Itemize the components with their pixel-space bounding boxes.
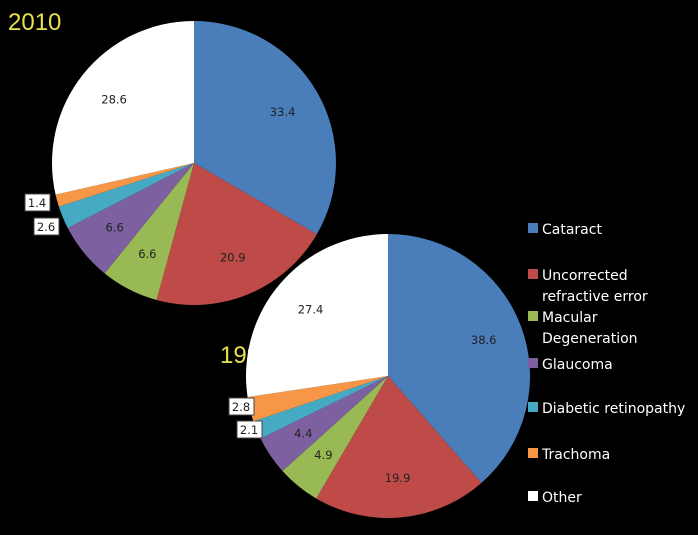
legend-label: Diabetic retinopathy — [542, 401, 685, 417]
data-label: 38.6 — [471, 333, 497, 347]
legend-item: Other — [528, 490, 582, 506]
legend: Cataract Uncorrected refractive error Macul… — [528, 222, 685, 506]
pie-slice — [67, 163, 194, 274]
data-label: 2.8 — [232, 400, 250, 414]
data-label: 4.4 — [294, 426, 312, 440]
pie-slice — [156, 163, 317, 305]
pie-slice — [247, 376, 388, 422]
legend-label: Uncorrected — [542, 268, 628, 284]
legend-swatch — [528, 448, 538, 458]
pie-slice — [55, 163, 194, 207]
data-label: 28.6 — [101, 92, 127, 106]
legend-swatch — [528, 402, 538, 412]
legend-swatch — [528, 358, 538, 368]
data-label: 19.9 — [385, 471, 411, 485]
data-label: 1.4 — [28, 196, 46, 210]
data-label-box — [228, 397, 255, 416]
legend-label: refractive error — [542, 289, 648, 305]
legend-label: Trachoma — [541, 447, 610, 463]
data-label: 4.9 — [314, 448, 332, 462]
legend-item: Trachoma — [528, 447, 610, 463]
legend-item: Uncorrected refractive error — [528, 268, 648, 305]
legend-swatch — [528, 311, 538, 321]
data-label: 2.1 — [240, 423, 258, 437]
pie-slice — [246, 234, 388, 398]
data-label-box — [24, 193, 51, 212]
legend-swatch — [528, 223, 538, 233]
legend-label: Other — [542, 490, 582, 506]
pie-slice — [282, 376, 388, 499]
pie-slice — [388, 234, 531, 483]
legend-swatch — [528, 491, 538, 501]
pie-slice — [104, 163, 194, 300]
pie-title: 2010 — [8, 9, 61, 36]
pie-slice — [58, 163, 194, 229]
legend-label: Macular — [542, 310, 598, 326]
pie-slice — [194, 21, 336, 235]
data-label: 33.4 — [270, 105, 296, 119]
legend-item: Macular Degeneration — [528, 310, 638, 347]
pie-slice — [260, 376, 388, 471]
legend-label: Glaucoma — [542, 357, 613, 373]
pie-slice — [51, 21, 194, 195]
data-label: 20.9 — [220, 251, 246, 265]
legend-label: Cataract — [542, 222, 602, 238]
data-label-box — [236, 420, 263, 439]
pie-slice — [316, 376, 482, 518]
legend-swatch — [528, 269, 538, 279]
legend-item: Cataract — [528, 222, 602, 238]
legend-item: Glaucoma — [528, 357, 613, 373]
data-label: 27.4 — [298, 302, 324, 316]
data-label-box — [33, 217, 60, 236]
data-label: 6.6 — [106, 220, 124, 234]
pie-slice — [253, 376, 388, 439]
data-label: 6.6 — [138, 247, 156, 261]
legend-label: Degeneration — [542, 331, 638, 347]
pie-2010: 2010 33.4 20.9 6.6 6.6 2.6 1.4 28.6 — [8, 9, 336, 305]
data-label: 2.6 — [37, 220, 55, 234]
legend-item: Diabetic retinopathy — [528, 401, 685, 417]
